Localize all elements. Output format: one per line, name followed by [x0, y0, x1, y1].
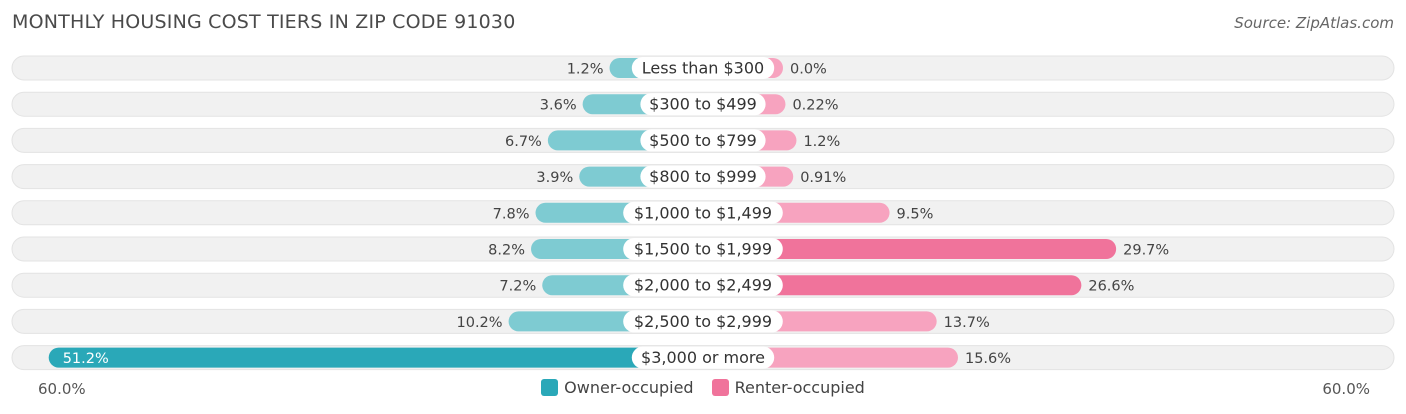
category-label: Less than $300 [642, 59, 764, 78]
legend: Owner-occupied Renter-occupied [0, 378, 1406, 397]
category-pill [623, 201, 783, 224]
owner-value-label: 1.2% [567, 62, 604, 78]
renter-value-label: 1.2% [803, 134, 840, 150]
renter-value-label: 26.6% [1088, 279, 1134, 295]
chart-title: MONTHLY HOUSING COST TIERS IN ZIP CODE 9… [12, 11, 516, 33]
renter-value-label: 0.91% [800, 170, 846, 186]
category-label: $800 to $999 [649, 167, 757, 186]
chart-source: Source: ZipAtlas.com [1234, 14, 1394, 32]
owner-bar [48, 347, 703, 368]
category-label: $1,500 to $1,999 [634, 240, 772, 259]
category-pill [623, 238, 783, 260]
owner-value-label: 3.6% [540, 98, 577, 114]
axis-left-label: 60.0% [38, 380, 86, 398]
category-pill [623, 274, 783, 297]
category-pill [631, 57, 775, 79]
renter-value-label: 13.7% [944, 315, 990, 331]
owner-value-label: 51.2% [63, 351, 109, 367]
renter-bar [703, 275, 1082, 296]
renter-value-label: 0.0% [790, 62, 827, 78]
renter-value-label: 9.5% [897, 206, 934, 222]
category-label: $3,000 or more [641, 348, 765, 367]
axis-right-label: 60.0% [1322, 380, 1370, 398]
category-pill [640, 129, 766, 152]
legend-label-renter: Renter-occupied [734, 378, 865, 397]
category-pill [631, 346, 775, 369]
owner-value-label: 7.8% [493, 206, 530, 222]
legend-swatch-renter [711, 379, 729, 396]
category-label: $2,000 to $2,499 [634, 276, 772, 295]
category-pill [640, 165, 766, 188]
category-pill [640, 93, 766, 116]
renter-value-label: 0.22% [792, 98, 838, 114]
legend-label-owner: Owner-occupied [564, 378, 694, 397]
owner-value-label: 10.2% [457, 315, 503, 331]
category-pill [623, 310, 783, 333]
category-label: $1,000 to $1,499 [634, 203, 772, 222]
renter-value-label: 29.7% [1123, 243, 1169, 259]
category-label: $300 to $499 [649, 95, 757, 114]
legend-item-owner[interactable]: Owner-occupied [541, 378, 694, 397]
category-label: $500 to $799 [649, 131, 757, 150]
owner-value-label: 3.9% [536, 170, 573, 186]
renter-value-label: 15.6% [965, 351, 1011, 367]
owner-value-label: 8.2% [488, 243, 525, 259]
renter-bar [703, 239, 1117, 259]
owner-value-label: 6.7% [505, 134, 542, 150]
category-label: $2,500 to $2,999 [634, 312, 772, 331]
owner-value-label: 7.2% [499, 279, 536, 295]
legend-item-renter[interactable]: Renter-occupied [711, 378, 865, 397]
legend-swatch-owner [541, 379, 559, 396]
